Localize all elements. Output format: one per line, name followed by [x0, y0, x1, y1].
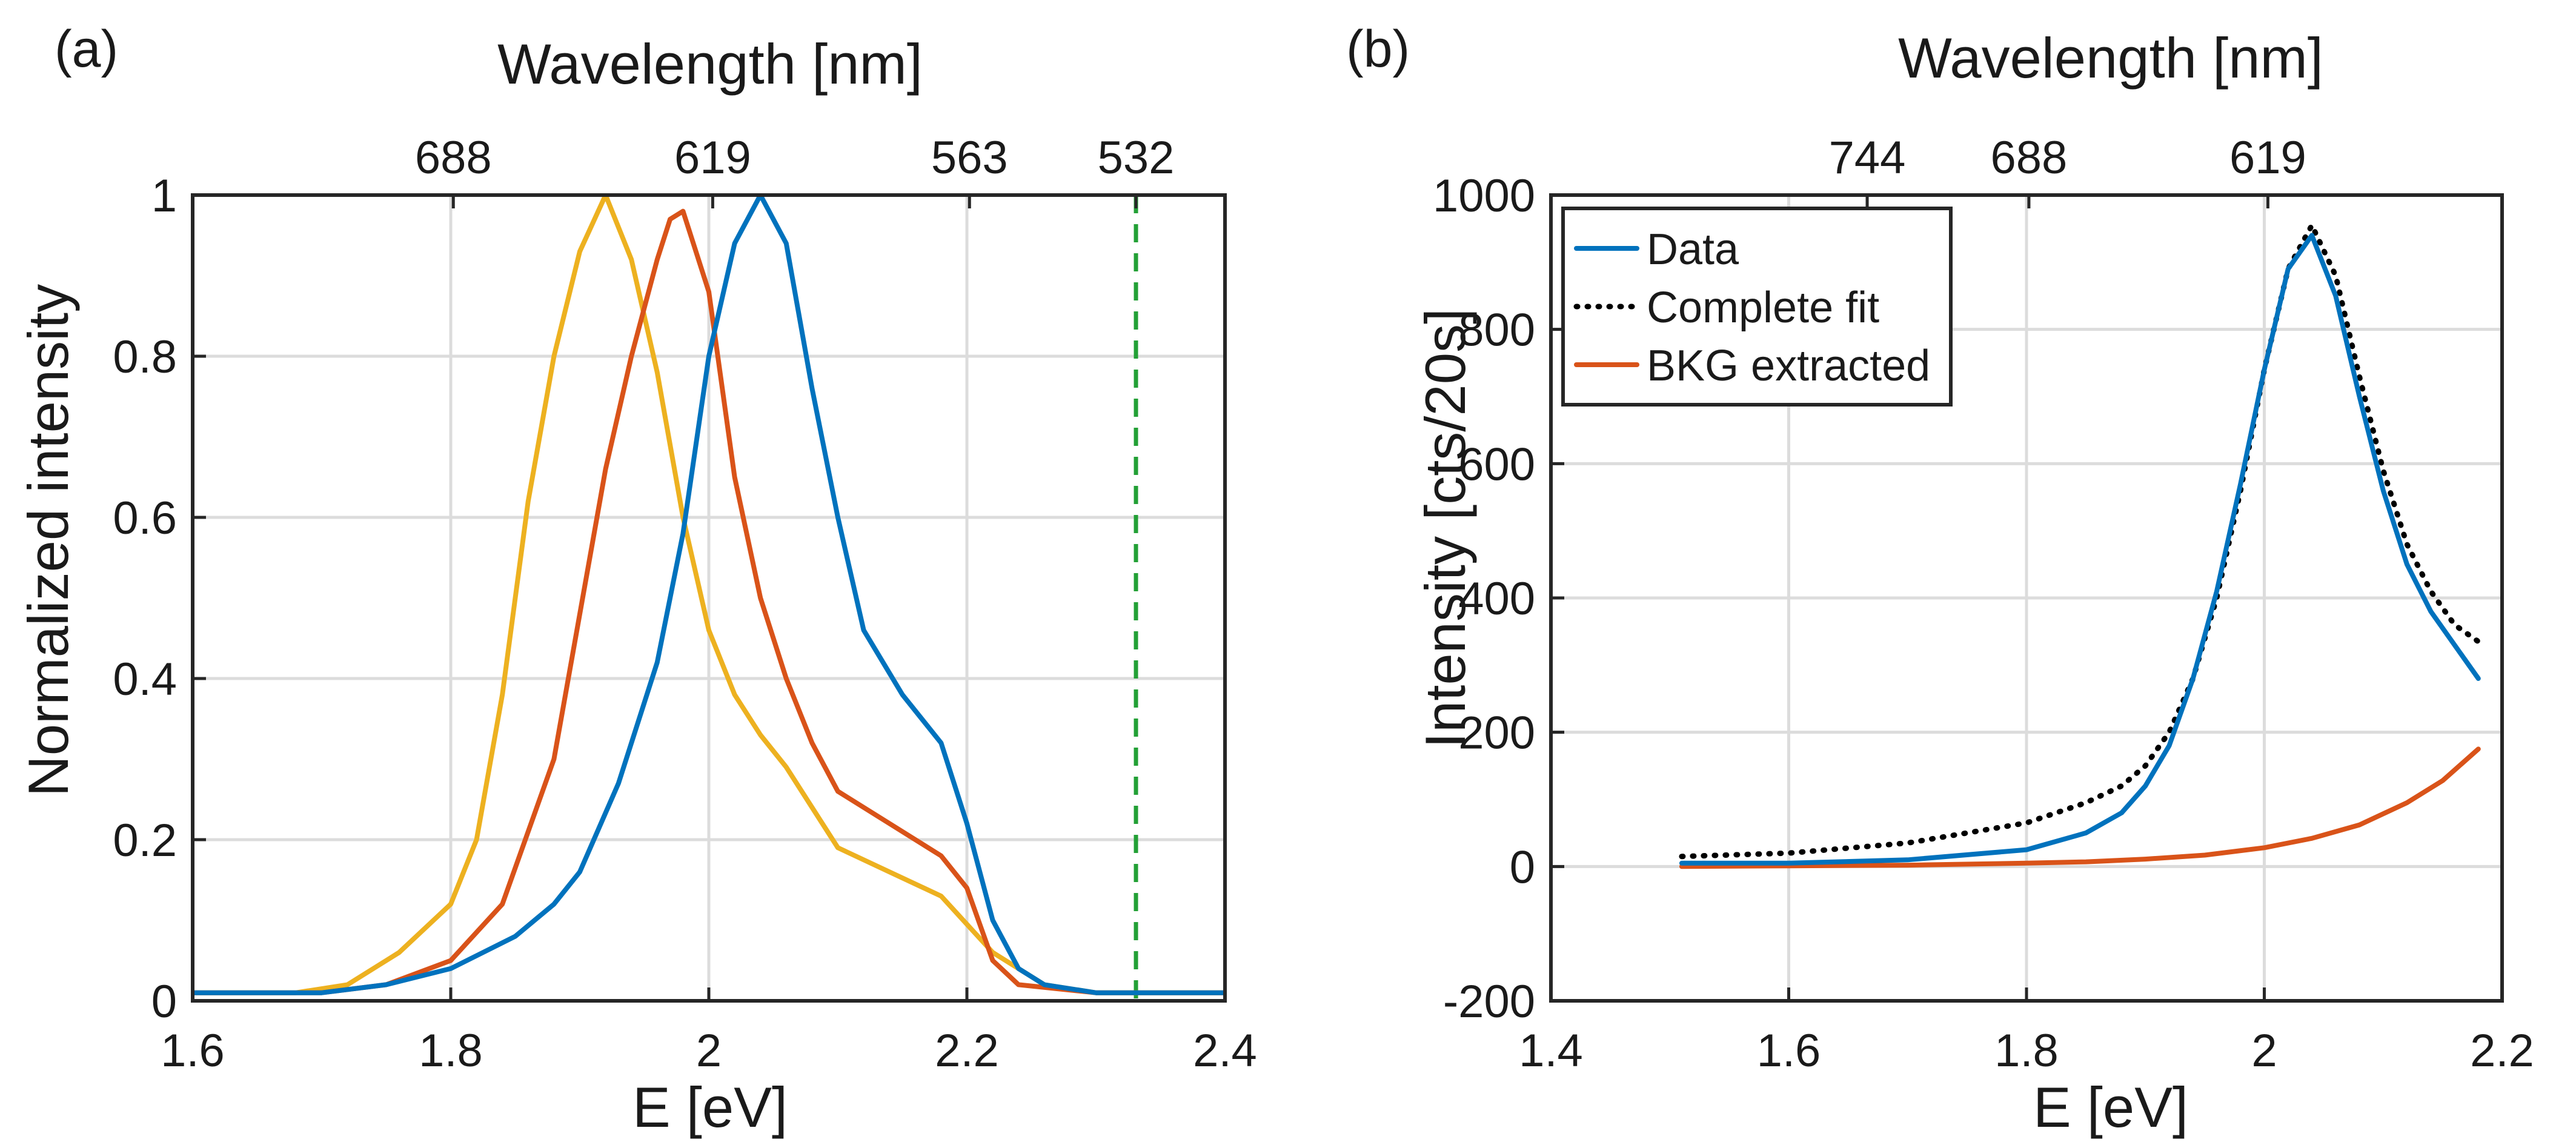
- panel-a-y-tick-label-3: 0.6: [113, 493, 177, 544]
- panel-a-x-axis-title: E [eV]: [632, 1075, 788, 1139]
- panel-a: (a) Wavelength [nm] E [eV] Normalized in…: [16, 20, 1257, 1139]
- panel-b-y-tick-label-2: 200: [1458, 708, 1535, 759]
- panel-b-legend-label-2: BKG extracted: [1647, 342, 1930, 390]
- panel-a-label: (a): [55, 20, 118, 78]
- panel-a-top-tick-label-1: 619: [674, 132, 751, 184]
- panel-a-y-tick-label-1: 0.2: [113, 815, 177, 866]
- panel-b-y-tick-label-0: -200: [1443, 976, 1535, 1027]
- panel-b-legend: Data Complete fit BKG extracted: [1561, 207, 1953, 407]
- panel-b-legend-label-0: Data: [1647, 225, 1739, 274]
- panel-b-y-axis-title: Intensity [cts/20s]: [1413, 308, 1477, 748]
- panel-b-top-tick-label-2: 619: [2229, 132, 2306, 184]
- panel-b-top-tick-label-0: 744: [1829, 132, 1906, 184]
- panel-b-x-tick-label-3: 2: [2251, 1025, 2277, 1077]
- panel-a-top-axis-title: Wavelength [nm]: [497, 32, 923, 96]
- panel-b-legend-box: [1561, 207, 1953, 407]
- panel-a-plot-area: 1.6 1.8 2 2.2 2.4 0 0.2 0.4 0.6 0.8 1 688 619 563 532: [113, 132, 1256, 1077]
- panel-b: (b) Wavelength [nm] E [eV] Intensity [ct…: [1346, 20, 2534, 1139]
- panel-b-x-tick-label-4: 2.2: [2470, 1025, 2534, 1077]
- panel-b-top-tick-label-1: 688: [1991, 132, 2068, 184]
- panel-b-y-tick-label-1: 0: [1510, 841, 1535, 893]
- panel-a-y-axis-title: Normalized intensity: [16, 284, 80, 797]
- panel-a-y-tick-label-4: 0.8: [113, 331, 177, 383]
- panel-b-y-tick-label-4: 600: [1458, 439, 1535, 490]
- panel-a-top-tick-label-0: 688: [415, 132, 492, 184]
- panel-b-y-tick-label-5: 800: [1458, 305, 1535, 356]
- panel-b-x-tick-label-1: 1.6: [1757, 1025, 1821, 1077]
- panel-a-top-tick-label-2: 563: [931, 132, 1008, 184]
- panel-a-top-tick-label-3: 532: [1098, 132, 1175, 184]
- panel-b-top-axis-title: Wavelength [nm]: [1898, 26, 2323, 90]
- panel-b-x-tick-label-2: 1.8: [1994, 1025, 2059, 1077]
- panel-a-y-tick-label-2: 0.4: [113, 654, 177, 705]
- panel-a-x-tick-label-3: 2.2: [935, 1025, 999, 1077]
- panel-b-x-axis-title: E [eV]: [2033, 1075, 2188, 1139]
- panel-a-y-tick-label-5: 1: [151, 170, 177, 222]
- panel-b-x-tick-label-0: 1.4: [1519, 1025, 1583, 1077]
- panel-b-label: (b): [1346, 20, 1410, 78]
- panel-a-x-tick-label-4: 2.4: [1193, 1025, 1257, 1077]
- panel-a-x-tick-label-1: 1.8: [419, 1025, 483, 1077]
- panel-a-y-tick-label-0: 0: [151, 976, 177, 1027]
- panel-a-series-2: [193, 195, 1225, 995]
- panel-a-x-tick-label-2: 2: [696, 1025, 722, 1077]
- panel-b-legend-label-1: Complete fit: [1647, 284, 1879, 332]
- panel-b-y-tick-label-6: 1000: [1433, 170, 1535, 222]
- panel-a-x-tick-label-0: 1.6: [161, 1025, 225, 1077]
- panel-b-plot-area: 1.4 1.6 1.8 2 2.2 -200 0 200 400 600 800 1000 744 688…: [1433, 132, 2534, 1077]
- panel-b-y-tick-label-3: 400: [1458, 573, 1535, 625]
